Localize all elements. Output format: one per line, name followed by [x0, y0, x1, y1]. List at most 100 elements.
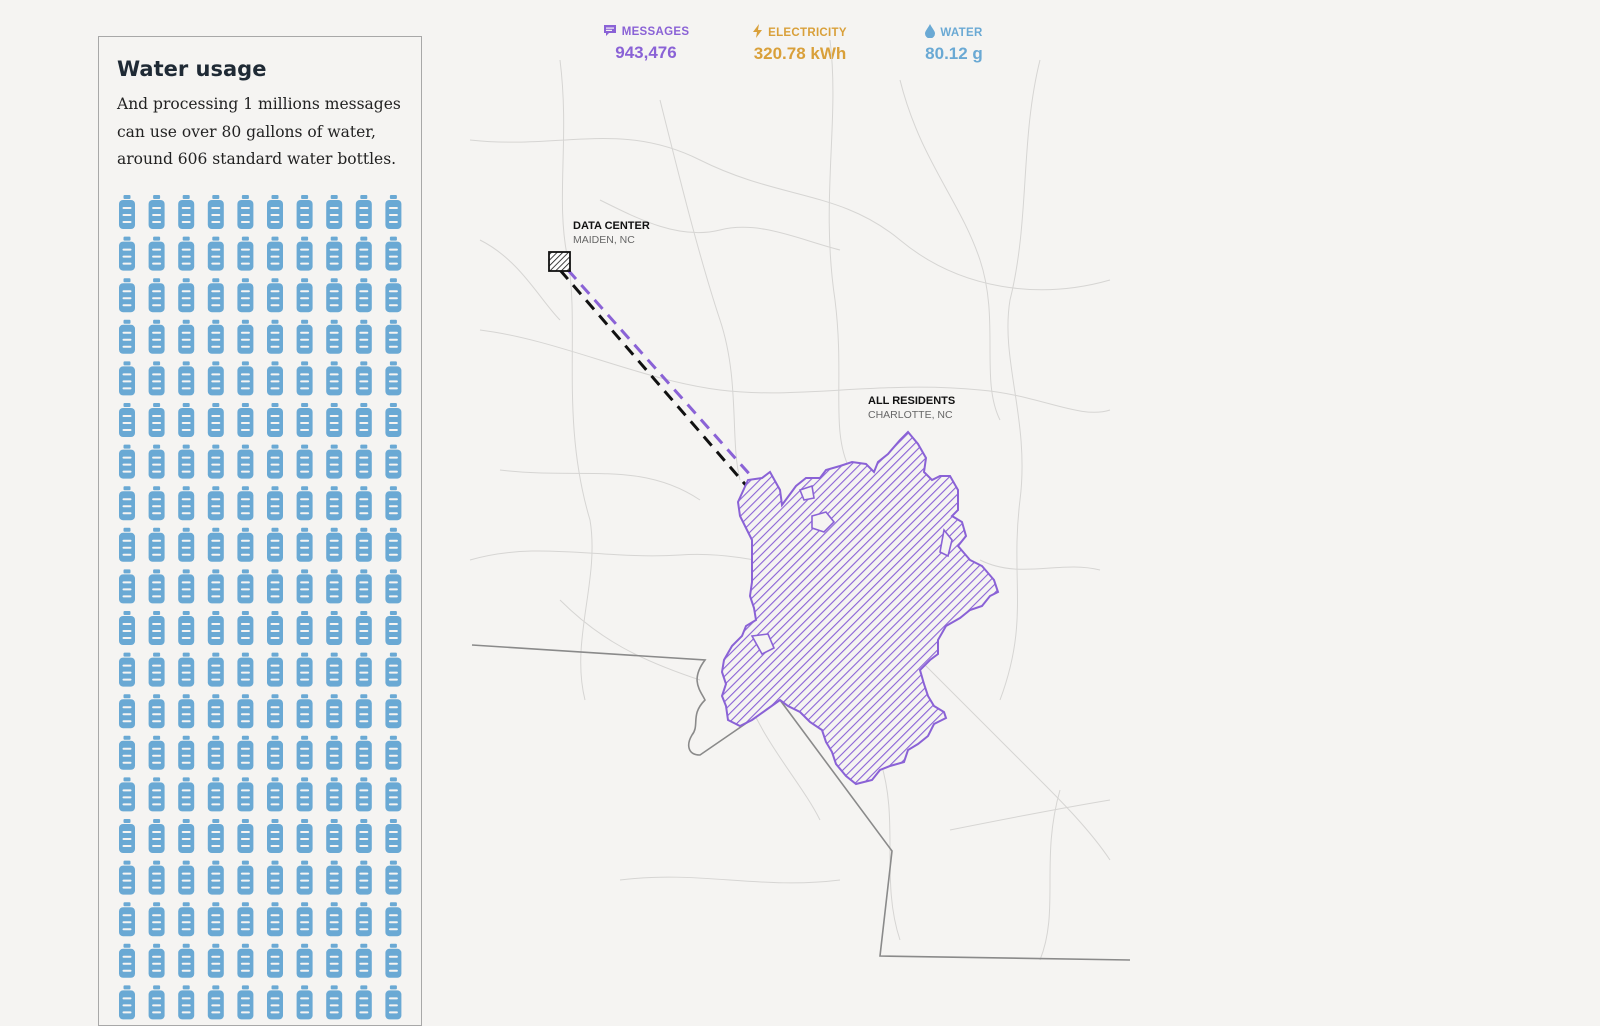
- road-network: [469, 39, 1111, 961]
- data-center-marker: [548, 251, 571, 272]
- water-bottle-icon: [326, 611, 343, 645]
- water-bottle-icon: [326, 569, 343, 604]
- water-bottle-icon: [385, 486, 402, 521]
- water-bottle-icon: [148, 569, 165, 604]
- water-bottle-icon: [237, 694, 254, 729]
- water-bottle-icon: [178, 444, 195, 479]
- water-bottle-icon: [385, 902, 402, 937]
- water-bottle-icon: [355, 319, 372, 354]
- water-bottle-icon: [385, 694, 402, 729]
- water-bottle-icon: [237, 652, 254, 687]
- water-bottle-icon: [385, 611, 402, 645]
- water-bottle-icon: [267, 902, 283, 937]
- residents-name: ALL RESIDENTS: [868, 395, 955, 407]
- water-bottle-icon: [296, 694, 313, 729]
- water-bottle-icon: [178, 486, 195, 521]
- water-bottle-icon: [355, 943, 372, 978]
- water-bottle-icon: [326, 319, 343, 354]
- water-bottle-icon: [267, 735, 283, 770]
- water-bottle-icon: [385, 569, 402, 604]
- water-bottle-icon: [296, 527, 313, 562]
- water-bottle-icon: [148, 819, 165, 853]
- water-bottle-icon: [237, 735, 254, 770]
- map: DATA CENTER MAIDEN, NC ALL RESIDENTS CHA…: [469, 39, 1131, 961]
- water-bottle-icon: [296, 735, 313, 770]
- water-bottle-icon: [119, 236, 135, 271]
- water-bottle-icon: [267, 236, 283, 271]
- water-bottle-icon: [237, 195, 254, 229]
- water-bottle-icon: [207, 486, 224, 521]
- water-bottle-icon: [385, 278, 402, 313]
- water-bottle-icon: [119, 902, 135, 937]
- water-bottle-icon: [296, 819, 313, 853]
- water-bottle-icon: [267, 819, 283, 853]
- water-bottle-icon: [207, 527, 224, 562]
- water-bottle-icon: [267, 195, 283, 229]
- water-bottle-icon: [148, 527, 165, 562]
- water-drop-icon: [925, 24, 936, 41]
- water-bottle-icon: [207, 403, 224, 437]
- water-bottle-icon: [267, 444, 283, 479]
- water-bottle-icon: [237, 527, 254, 562]
- water-bottle-icon: [385, 527, 402, 562]
- water-bottle-icon: [119, 819, 135, 853]
- water-bottle-icon: [178, 943, 195, 978]
- water-bottle-icon: [296, 943, 313, 978]
- water-bottle-icon: [207, 361, 224, 396]
- water-bottle-icon: [119, 569, 135, 604]
- water-bottle-icon: [148, 694, 165, 729]
- water-bottle-icon: [326, 777, 343, 812]
- water-bottle-icon: [296, 777, 313, 812]
- water-bottle-icon: [178, 860, 195, 895]
- route-line: [558, 269, 762, 491]
- water-bottle-icon: [207, 902, 224, 937]
- water-bottle-icon: [119, 278, 135, 313]
- water-bottle-icon: [148, 278, 165, 313]
- residents-place: CHARLOTTE, NC: [868, 409, 953, 421]
- stat-electricity-value: 320.78 kWh: [753, 44, 847, 63]
- water-bottle-icon: [267, 361, 283, 396]
- water-bottle-icon: [267, 569, 283, 604]
- water-bottle-icon: [326, 236, 343, 271]
- water-bottle-icon: [119, 319, 135, 354]
- stat-messages: MESSAGES 943,476: [586, 24, 706, 63]
- water-bottle-icon: [119, 527, 135, 562]
- water-bottle-icon: [237, 943, 254, 978]
- water-bottle-icon: [296, 403, 313, 437]
- water-bottle-icon: [178, 361, 195, 396]
- water-bottle-icon: [385, 819, 402, 853]
- stat-water-value: 80.12 g: [925, 44, 983, 63]
- water-bottle-icon: [355, 361, 372, 396]
- water-bottle-icon: [296, 444, 313, 479]
- water-bottle-icon: [385, 361, 402, 396]
- water-bottle-icon: [355, 195, 372, 229]
- water-bottle-icon: [355, 860, 372, 895]
- water-bottle-icon: [267, 403, 283, 437]
- water-bottle-icon: [385, 735, 402, 770]
- water-bottle-icon: [237, 403, 254, 437]
- water-bottle-icon: [267, 860, 283, 895]
- water-bottle-icon: [148, 486, 165, 521]
- water-bottle-icon: [207, 694, 224, 729]
- water-bottle-icon: [385, 652, 402, 687]
- water-bottle-icon: [237, 569, 254, 604]
- water-bottle-icon: [355, 652, 372, 687]
- water-bottle-icon: [326, 444, 343, 479]
- water-bottle-icon: [355, 403, 372, 437]
- water-bottle-icon: [385, 319, 402, 354]
- water-bottle-icon: [148, 444, 165, 479]
- water-bottle-icon: [296, 860, 313, 895]
- water-bottle-icon: [267, 319, 283, 354]
- water-bottle-icon: [178, 735, 195, 770]
- water-bottle-icon: [237, 278, 254, 313]
- water-bottle-icon: [178, 611, 195, 645]
- water-bottle-icon: [296, 611, 313, 645]
- water-bottle-icon: [178, 278, 195, 313]
- water-bottle-icon: [207, 943, 224, 978]
- water-bottle-icon: [385, 777, 402, 812]
- water-bottle-icon: [326, 527, 343, 562]
- water-bottle-icon: [267, 611, 283, 645]
- water-bottle-icon: [207, 777, 224, 812]
- water-bottle-icon: [148, 943, 165, 978]
- water-bottle-icon: [296, 319, 313, 354]
